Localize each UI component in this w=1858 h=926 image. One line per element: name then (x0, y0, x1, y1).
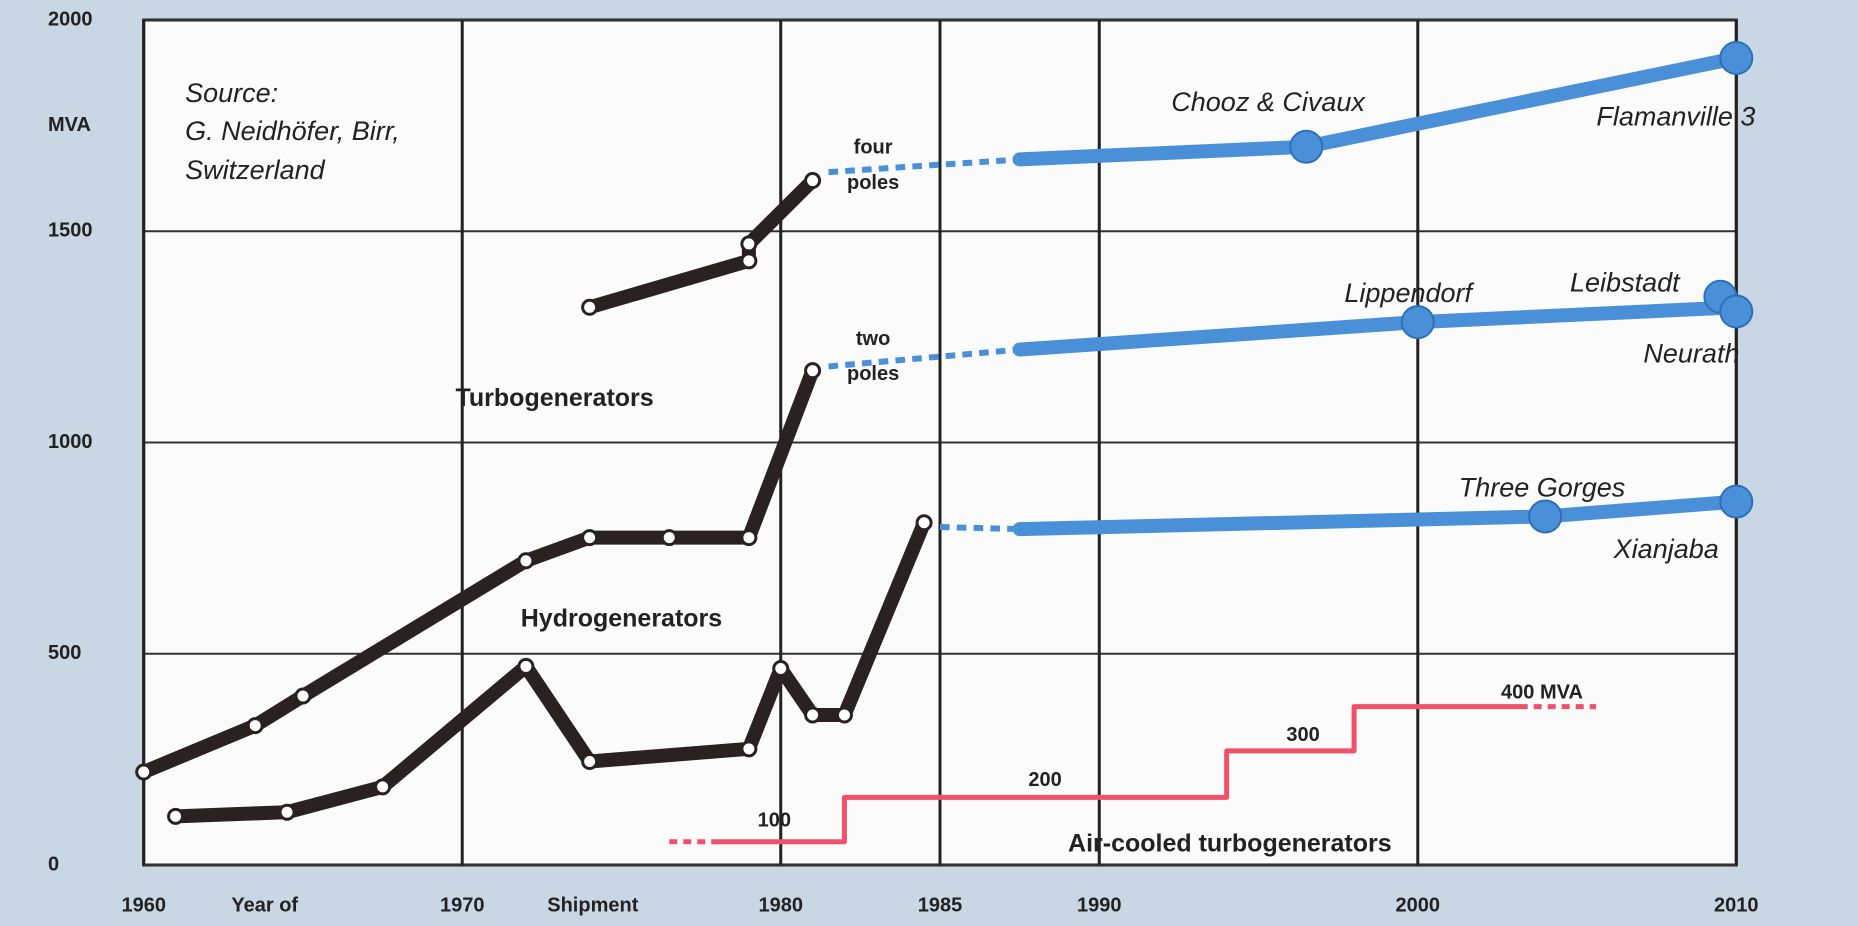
point (583, 531, 597, 545)
x-tick-label: 2000 (1396, 894, 1441, 916)
point (583, 300, 597, 314)
point (774, 662, 788, 676)
point (137, 765, 151, 779)
annotation: Three Gorges (1459, 473, 1626, 503)
point (583, 754, 597, 768)
annotation: Flamanville 3 (1596, 102, 1755, 132)
annotation: Air-cooled turbogenerators (1068, 829, 1392, 857)
annotation: G. Neidhöfer, Birr, (185, 116, 400, 146)
y-tick-label: 2000 (48, 8, 93, 30)
annotation: 400 MVA (1501, 681, 1583, 703)
annotation: 300 (1286, 724, 1319, 746)
x-tick-label: 1960 (121, 894, 166, 916)
annotation: two (856, 328, 890, 350)
point (742, 254, 756, 268)
point (742, 531, 756, 545)
annotation: poles (847, 172, 899, 194)
annotation: Xianjaba (1613, 534, 1719, 564)
point (280, 805, 294, 819)
y-tick-label: 1500 (48, 220, 93, 242)
y-tick-label: 0 (48, 853, 59, 875)
point (519, 659, 533, 673)
point (837, 708, 851, 722)
x-axis-label: Shipment (547, 894, 638, 916)
annotation: Hydrogenerators (521, 605, 722, 633)
y-axis-label: MVA (48, 114, 91, 136)
point (742, 237, 756, 251)
x-axis-label: Year of (231, 894, 298, 916)
point (1720, 296, 1752, 328)
annotation: Leibstadt (1570, 268, 1681, 298)
point (662, 531, 676, 545)
annotation: 200 (1028, 769, 1061, 791)
y-tick-label: 1000 (48, 431, 93, 453)
point (917, 516, 931, 530)
annotation: four (854, 136, 893, 158)
point (1720, 42, 1752, 74)
x-tick-label: 1990 (1077, 894, 1122, 916)
point (376, 780, 390, 794)
x-tick-label: 2010 (1714, 894, 1759, 916)
annotation: poles (847, 363, 899, 385)
x-tick-label: 1985 (918, 894, 963, 916)
point (742, 742, 756, 756)
annotation: Source: (185, 78, 278, 108)
annotation: Neurath (1643, 339, 1739, 369)
x-tick-label: 1970 (440, 894, 485, 916)
point (519, 554, 533, 568)
annotation: Turbogenerators (456, 384, 654, 412)
point (806, 364, 820, 378)
chart: 0 500 1000 1500 2000 1960 1970 1980 1985 1990 2000… (0, 0, 1858, 926)
annotation: Lippendorf (1344, 278, 1474, 308)
point (296, 689, 310, 703)
point (1529, 500, 1561, 532)
point (806, 174, 820, 188)
annotation: Switzerland (185, 155, 326, 185)
annotation: Chooz & Civaux (1171, 87, 1366, 117)
page: {"chart_data": {"type": "line", "ylabel"… (0, 0, 1858, 926)
point (806, 708, 820, 722)
x-tick-label: 1980 (758, 894, 803, 916)
annotation: 100 (758, 809, 791, 831)
point (1402, 306, 1434, 338)
point (1720, 486, 1752, 518)
point (169, 809, 183, 823)
point (248, 719, 262, 733)
point (1290, 131, 1322, 163)
y-tick-label: 500 (48, 642, 81, 664)
